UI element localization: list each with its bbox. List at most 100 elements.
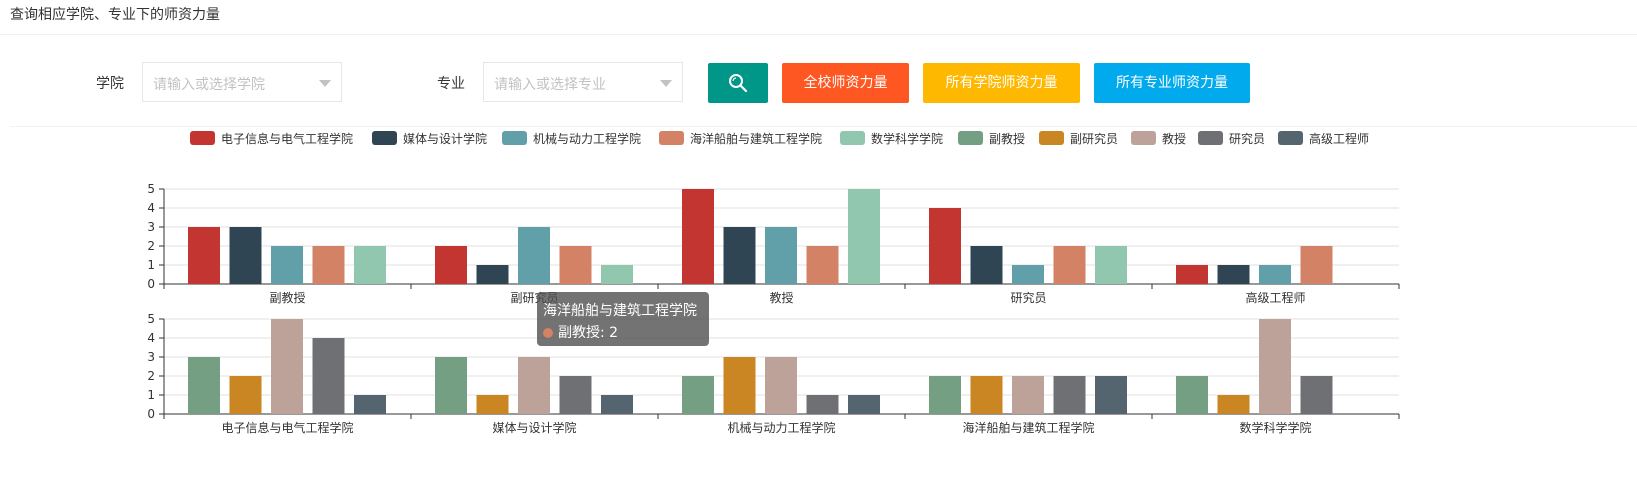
search-button[interactable] bbox=[708, 63, 768, 103]
bar bbox=[188, 357, 220, 414]
bar bbox=[559, 376, 592, 414]
bar bbox=[229, 376, 262, 414]
bar bbox=[601, 395, 633, 414]
x-tick-label: 高级工程师 bbox=[1245, 290, 1305, 305]
page-title: 查询相应学院、专业下的师资力量 bbox=[10, 7, 220, 23]
legend-swatch bbox=[372, 131, 397, 145]
legend-swatch bbox=[1278, 131, 1303, 145]
y-tick-label: 0 bbox=[147, 407, 155, 421]
legend-label: 电子信息与电气工程学院 bbox=[221, 131, 353, 146]
bar bbox=[723, 357, 756, 414]
legend-label: 副教授 bbox=[989, 131, 1025, 146]
all-colleges-faculty-button[interactable]: 所有学院师资力量 bbox=[923, 63, 1080, 103]
major-select[interactable]: 请输入或选择专业 bbox=[483, 62, 683, 102]
bar bbox=[559, 246, 592, 284]
bar bbox=[1217, 265, 1250, 284]
y-tick-label: 0 bbox=[147, 277, 155, 291]
tooltip-row: 副教授: 2 bbox=[543, 322, 618, 342]
school-faculty-button[interactable]: 全校师资力量 bbox=[782, 63, 909, 103]
x-tick-label: 电子信息与电气工程学院 bbox=[221, 420, 353, 435]
x-tick-label: 数学科学学院 bbox=[1239, 420, 1311, 435]
bar bbox=[312, 338, 345, 414]
divider bbox=[0, 34, 1637, 35]
y-tick-label: 4 bbox=[147, 201, 155, 215]
tooltip-value: 副教授: 2 bbox=[558, 325, 619, 341]
bar bbox=[1095, 246, 1127, 284]
major-placeholder: 请输入或选择专业 bbox=[494, 77, 606, 93]
bar bbox=[848, 395, 880, 414]
x-tick-label: 海洋船舶与建筑工程学院 bbox=[962, 420, 1094, 435]
bar bbox=[682, 376, 714, 414]
bar bbox=[354, 246, 386, 284]
legend-label: 媒体与设计学院 bbox=[403, 131, 487, 146]
bar bbox=[929, 208, 961, 284]
bar bbox=[312, 246, 345, 284]
y-tick-label: 5 bbox=[147, 182, 155, 196]
all-majors-faculty-button[interactable]: 所有专业师资力量 bbox=[1094, 63, 1250, 103]
bar bbox=[188, 227, 220, 284]
bar bbox=[1217, 395, 1250, 414]
bar bbox=[601, 265, 633, 284]
bar bbox=[518, 227, 550, 284]
legend-swatch bbox=[958, 131, 983, 145]
bar bbox=[1053, 376, 1086, 414]
y-tick-label: 1 bbox=[147, 388, 155, 402]
y-tick-label: 2 bbox=[147, 239, 155, 253]
bar bbox=[1053, 246, 1086, 284]
college-select[interactable]: 请输入或选择学院 bbox=[142, 62, 342, 102]
bar bbox=[806, 395, 839, 414]
legend-label: 海洋船舶与建筑工程学院 bbox=[690, 131, 822, 146]
bar bbox=[765, 227, 797, 284]
legend-swatch bbox=[1198, 131, 1223, 145]
chart-tooltip: 海洋船舶与建筑工程学院 副教授: 2 bbox=[537, 292, 709, 346]
legend-label: 研究员 bbox=[1229, 131, 1265, 146]
y-tick-label: 5 bbox=[147, 312, 155, 326]
legend-label: 机械与动力工程学院 bbox=[533, 131, 641, 146]
chevron-down-icon[interactable] bbox=[319, 80, 331, 87]
college-label: 学院 bbox=[96, 76, 124, 92]
bar bbox=[970, 376, 1003, 414]
bar bbox=[476, 265, 509, 284]
y-tick-label: 4 bbox=[147, 331, 155, 345]
major-label: 专业 bbox=[437, 76, 465, 92]
bar bbox=[723, 227, 756, 284]
y-tick-label: 1 bbox=[147, 258, 155, 272]
college-placeholder: 请输入或选择学院 bbox=[153, 77, 265, 93]
legend-label: 副研究员 bbox=[1070, 131, 1118, 146]
bar bbox=[354, 395, 386, 414]
x-tick-label: 教授 bbox=[769, 290, 793, 305]
legend-swatch bbox=[840, 131, 865, 145]
x-tick-label: 媒体与设计学院 bbox=[492, 420, 576, 435]
bar bbox=[1259, 319, 1291, 414]
y-tick-label: 2 bbox=[147, 369, 155, 383]
x-tick-label: 机械与动力工程学院 bbox=[727, 420, 835, 435]
legend-label: 高级工程师 bbox=[1309, 131, 1369, 146]
bar bbox=[518, 357, 550, 414]
bar bbox=[1176, 265, 1208, 284]
legend-label: 教授 bbox=[1162, 131, 1186, 146]
bar bbox=[806, 246, 839, 284]
legend-swatch bbox=[1131, 131, 1156, 145]
legend-swatch bbox=[1039, 131, 1064, 145]
tooltip-dot bbox=[543, 328, 553, 338]
divider bbox=[10, 126, 1637, 127]
bar bbox=[476, 395, 509, 414]
bar bbox=[1012, 376, 1044, 414]
chevron-down-icon[interactable] bbox=[660, 80, 672, 87]
bar bbox=[1095, 376, 1127, 414]
tooltip-title: 海洋船舶与建筑工程学院 bbox=[543, 303, 697, 319]
bar bbox=[765, 357, 797, 414]
legend-label: 数学科学学院 bbox=[871, 131, 943, 146]
bar bbox=[848, 189, 880, 284]
bar bbox=[970, 246, 1003, 284]
bar bbox=[682, 189, 714, 284]
legend-swatch bbox=[190, 131, 215, 145]
bar bbox=[929, 376, 961, 414]
x-tick-label: 副教授 bbox=[269, 290, 305, 305]
bar bbox=[1259, 265, 1291, 284]
y-tick-label: 3 bbox=[147, 220, 155, 234]
search-icon bbox=[729, 74, 748, 93]
legend-swatch bbox=[659, 131, 684, 145]
legend-swatch bbox=[502, 131, 527, 145]
